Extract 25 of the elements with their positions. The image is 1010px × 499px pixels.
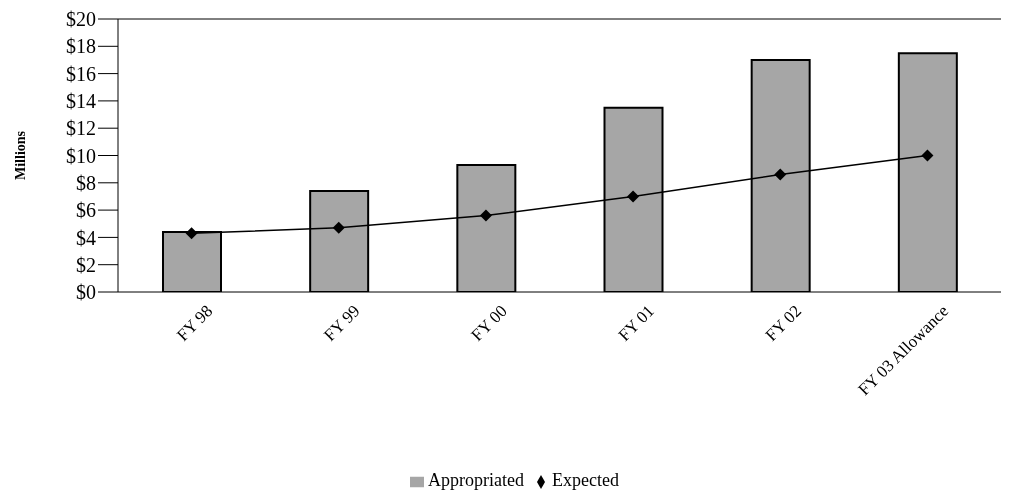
legend-label: Appropriated xyxy=(428,470,524,490)
y-tick-label: $4 xyxy=(76,226,96,249)
x-tick-label: FY 02 xyxy=(761,301,806,345)
point xyxy=(185,227,198,240)
point xyxy=(479,209,492,222)
y-axis-title: Millions xyxy=(12,130,28,181)
y-tick-label: $10 xyxy=(66,144,96,167)
x-tick-label: FY 01 xyxy=(614,301,658,345)
x-tick-label: FY 99 xyxy=(320,301,364,345)
y-tick-label: $12 xyxy=(66,117,96,140)
y-tick-label: $2 xyxy=(76,253,96,276)
point xyxy=(627,190,640,203)
point xyxy=(332,221,345,234)
legend-label: Expected xyxy=(552,470,619,490)
point xyxy=(921,149,934,162)
y-tick-label: $6 xyxy=(76,199,96,222)
x-tick-label: FY 00 xyxy=(467,301,511,345)
point xyxy=(774,168,787,181)
x-tick-label: FY 98 xyxy=(173,301,217,345)
y-tick-label: $0 xyxy=(76,281,96,304)
y-tick-label: $16 xyxy=(66,62,96,85)
y-tick-label: $14 xyxy=(66,90,96,112)
y-tick-label: $20 xyxy=(66,8,96,31)
y-tick-label: $8 xyxy=(76,171,96,194)
y-tick-label: $18 xyxy=(66,35,96,58)
